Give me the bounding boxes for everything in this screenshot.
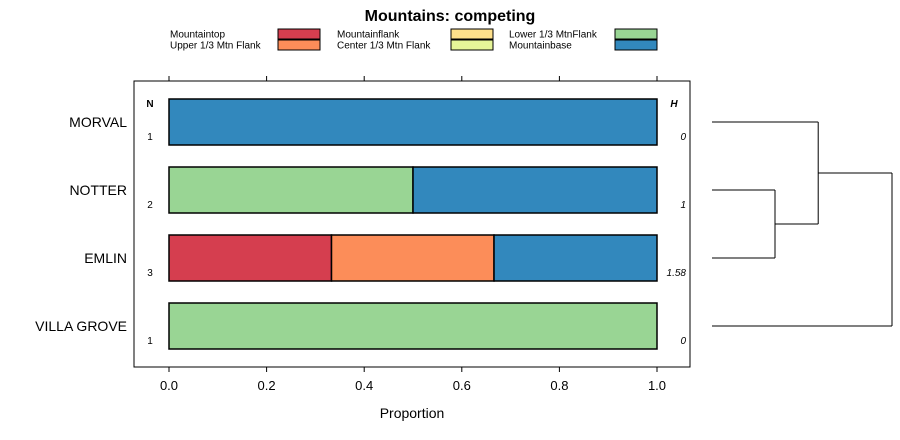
legend-label-mountainflank: Mountainflank bbox=[337, 30, 400, 41]
legend-label-mountaintop: Mountaintop bbox=[170, 30, 225, 41]
bar-segment bbox=[168, 166, 414, 214]
h-value: 1.58 bbox=[667, 268, 687, 279]
bar-segment bbox=[168, 234, 333, 282]
category-labels: MORVAL NOTTER EMLIN VILLA GROVE bbox=[35, 114, 127, 334]
n-value: 2 bbox=[147, 200, 153, 211]
legend-swatch-mountainbase bbox=[614, 39, 658, 51]
x-tick-label: 0.2 bbox=[258, 378, 276, 393]
legend-swatch-mountainflank bbox=[450, 28, 494, 40]
legend-swatch-upper-1-3-mtn-flank bbox=[277, 39, 321, 51]
bars: 1 0 2 1 3 1.58 1 0 bbox=[147, 98, 687, 350]
h-value: 0 bbox=[680, 132, 686, 143]
bar-segment bbox=[168, 302, 658, 350]
x-tick-label: 0.0 bbox=[160, 378, 178, 393]
bar-segment bbox=[330, 234, 495, 282]
category-label: VILLA GROVE bbox=[35, 318, 127, 334]
n-column-header: N bbox=[146, 99, 153, 110]
legend-swatch-center-1-3-mtn-flank bbox=[450, 39, 494, 51]
legend-label-upper-1-3-mtn-flank: Upper 1/3 Mtn Flank bbox=[170, 41, 262, 52]
bar-segment bbox=[493, 234, 658, 282]
x-axis-title: Proportion bbox=[380, 405, 445, 421]
legend-swatch-lower-1-3-mtnflank bbox=[614, 28, 658, 40]
n-value: 1 bbox=[147, 336, 153, 347]
n-value: 1 bbox=[147, 132, 153, 143]
h-value: 0 bbox=[680, 336, 686, 347]
n-value: 3 bbox=[147, 268, 153, 279]
bar-segment bbox=[168, 98, 658, 146]
category-label: MORVAL bbox=[69, 114, 127, 130]
dendrogram bbox=[712, 121, 893, 327]
x-tick-label: 0.6 bbox=[453, 378, 471, 393]
legend-label-mountainbase: Mountainbase bbox=[509, 41, 572, 52]
x-tick-label: 1.0 bbox=[648, 378, 666, 393]
legend-label-lower-1-3-mtnflank: Lower 1/3 MtnFlank bbox=[509, 30, 598, 41]
x-tick-label: 0.4 bbox=[355, 378, 373, 393]
legend-swatch-mountaintop bbox=[277, 28, 321, 40]
category-label: NOTTER bbox=[69, 182, 127, 198]
x-axis: 0.0 0.2 0.4 0.6 0.8 1.0 bbox=[160, 76, 666, 393]
plot-frame bbox=[133, 80, 691, 368]
h-column-header: H bbox=[670, 99, 678, 110]
h-value: 1 bbox=[680, 200, 686, 211]
legend-label-center-1-3-mtn-flank: Center 1/3 Mtn Flank bbox=[337, 41, 431, 52]
category-label: EMLIN bbox=[84, 250, 127, 266]
chart-title: Mountains: competing bbox=[365, 8, 536, 25]
x-tick-label: 0.8 bbox=[550, 378, 568, 393]
bar-segment bbox=[412, 166, 658, 214]
